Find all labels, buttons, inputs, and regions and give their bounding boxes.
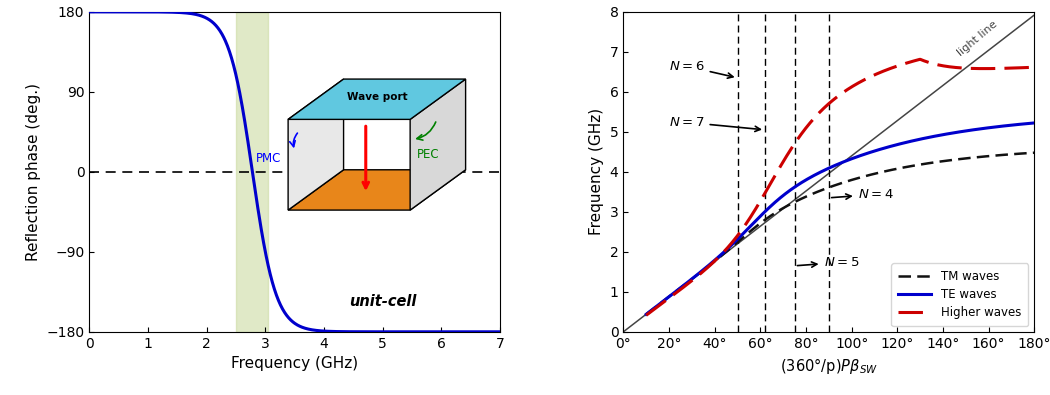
Bar <box>236 12 268 332</box>
Legend: TM waves, TE waves, Higher waves: TM waves, TE waves, Higher waves <box>891 263 1028 326</box>
Higher waves <box>899 61 911 66</box>
Y-axis label: Reflection phase (deg.): Reflection phase (deg.) <box>25 83 41 261</box>
Higher waves <box>868 72 881 77</box>
Line: TM waves: TM waves <box>646 153 1034 314</box>
TM waves <box>739 233 752 237</box>
Text: unit-cell: unit-cell <box>350 294 417 309</box>
TM waves <box>639 312 652 317</box>
Higher waves <box>639 313 652 318</box>
TM waves <box>868 171 881 176</box>
TE waves <box>709 258 721 262</box>
TM waves <box>932 160 945 164</box>
Line: Higher waves: Higher waves <box>646 59 1034 315</box>
Y-axis label: Frequency (GHz): Frequency (GHz) <box>589 108 604 235</box>
Text: $N = 6$: $N = 6$ <box>669 60 733 78</box>
TE waves <box>816 169 828 174</box>
Higher waves <box>739 222 752 226</box>
TE waves <box>639 312 652 317</box>
TE waves <box>899 140 911 145</box>
X-axis label: Frequency (GHz): Frequency (GHz) <box>231 356 358 371</box>
TE waves <box>739 228 752 233</box>
Higher waves <box>1028 65 1041 70</box>
Line: TE waves: TE waves <box>646 123 1034 314</box>
X-axis label: $(360°/\mathrm{p})P\beta_{SW}$: $(360°/\mathrm{p})P\beta_{SW}$ <box>780 356 878 376</box>
Text: $N = 4$: $N = 4$ <box>832 188 895 201</box>
Higher waves <box>932 63 945 68</box>
TM waves <box>899 165 911 169</box>
Text: light line: light line <box>956 19 999 58</box>
TE waves <box>868 149 881 153</box>
Higher waves <box>914 57 926 62</box>
TM waves <box>816 188 828 192</box>
TE waves <box>932 133 945 138</box>
Higher waves <box>709 258 721 263</box>
Text: $N= 5$: $N= 5$ <box>797 256 860 269</box>
TE waves <box>1028 120 1041 125</box>
Text: $N = 7$: $N = 7$ <box>669 116 760 132</box>
Higher waves <box>816 108 828 113</box>
TM waves <box>1028 150 1041 155</box>
TM waves <box>709 259 721 263</box>
